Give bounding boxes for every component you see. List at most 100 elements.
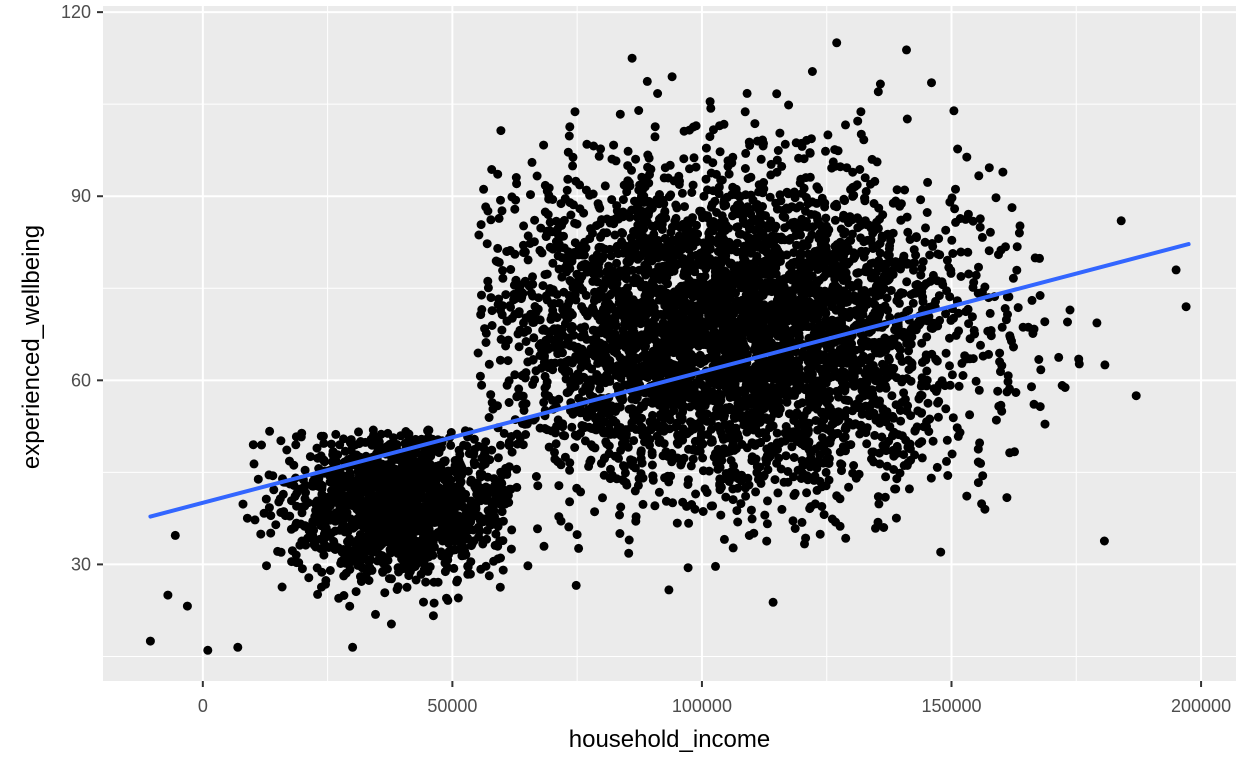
data-point: [602, 439, 612, 449]
data-point: [419, 597, 428, 607]
data-point: [514, 307, 524, 317]
data-point: [849, 461, 859, 470]
data-point: [476, 472, 486, 482]
data-point: [852, 268, 862, 278]
data-point: [941, 404, 951, 414]
data-point: [751, 487, 761, 497]
data-point: [789, 453, 799, 462]
data-point: [750, 119, 760, 129]
data-point: [455, 512, 464, 522]
data-point: [498, 266, 508, 275]
data-point: [405, 490, 415, 500]
data-point: [1034, 355, 1044, 364]
data-point: [996, 245, 1006, 255]
data-point: [916, 270, 926, 280]
data-point: [307, 534, 317, 544]
data-point: [524, 281, 534, 291]
data-point: [331, 470, 341, 480]
data-point: [984, 163, 994, 173]
data-point: [1099, 536, 1109, 546]
data-point: [355, 470, 364, 480]
data-point: [581, 290, 591, 300]
data-point: [971, 376, 981, 386]
data-point: [265, 426, 275, 436]
data-point: [732, 506, 742, 516]
data-point: [557, 253, 567, 263]
data-point: [650, 132, 660, 142]
data-point: [949, 106, 959, 116]
data-point: [461, 511, 471, 521]
data-point: [313, 589, 323, 599]
data-point: [452, 528, 462, 538]
data-point: [702, 154, 712, 164]
data-point: [365, 545, 374, 555]
data-point: [844, 482, 854, 492]
data-point: [802, 488, 812, 498]
data-point: [377, 528, 387, 538]
data-point: [568, 161, 578, 171]
data-point: [775, 438, 785, 448]
data-point: [477, 290, 486, 300]
data-point: [391, 506, 401, 516]
data-point: [654, 487, 664, 497]
data-point: [487, 321, 497, 330]
data-point: [870, 176, 880, 186]
data-point: [510, 204, 520, 214]
data-point: [832, 491, 842, 501]
data-point: [523, 561, 533, 571]
data-point: [312, 443, 322, 453]
data-point: [429, 501, 439, 511]
data-point: [477, 461, 487, 471]
data-point: [556, 460, 566, 470]
data-point: [320, 457, 330, 467]
data-point: [170, 530, 180, 540]
data-point: [364, 576, 374, 585]
data-point: [902, 114, 912, 124]
data-point: [698, 466, 708, 476]
data-point: [360, 437, 370, 447]
data-point: [271, 520, 281, 530]
data-point: [763, 496, 772, 506]
data-point: [469, 434, 479, 444]
data-point: [619, 476, 629, 486]
data-point: [454, 459, 463, 469]
data-point: [266, 511, 276, 521]
data-point: [277, 582, 287, 592]
data-point: [352, 502, 362, 512]
data-point: [1040, 419, 1050, 429]
data-point: [565, 122, 575, 132]
data-point: [562, 314, 572, 324]
data-point: [892, 373, 902, 383]
data-point: [429, 598, 439, 608]
data-point: [291, 440, 301, 450]
data-point: [319, 550, 329, 560]
data-point: [565, 497, 575, 507]
data-point: [321, 576, 331, 585]
data-point: [488, 487, 498, 497]
data-point: [487, 445, 497, 455]
data-point: [659, 173, 669, 183]
data-point: [942, 456, 951, 466]
data-point: [529, 333, 539, 343]
data-point: [762, 519, 772, 529]
data-point: [586, 440, 596, 450]
data-point: [760, 510, 770, 520]
data-point: [617, 439, 627, 449]
data-point: [741, 148, 751, 158]
data-point: [605, 290, 615, 300]
data-point: [530, 375, 540, 385]
data-point: [440, 567, 450, 577]
data-point: [331, 508, 341, 518]
data-point: [691, 121, 701, 131]
data-point: [623, 161, 633, 171]
data-point: [289, 481, 299, 490]
data-point: [902, 374, 912, 383]
data-point: [354, 427, 363, 437]
data-point: [948, 413, 958, 423]
data-point: [261, 494, 271, 504]
data-point: [978, 471, 988, 481]
data-point: [340, 472, 350, 481]
data-point: [445, 536, 455, 545]
data-point: [1012, 265, 1022, 275]
data-point: [881, 472, 891, 482]
